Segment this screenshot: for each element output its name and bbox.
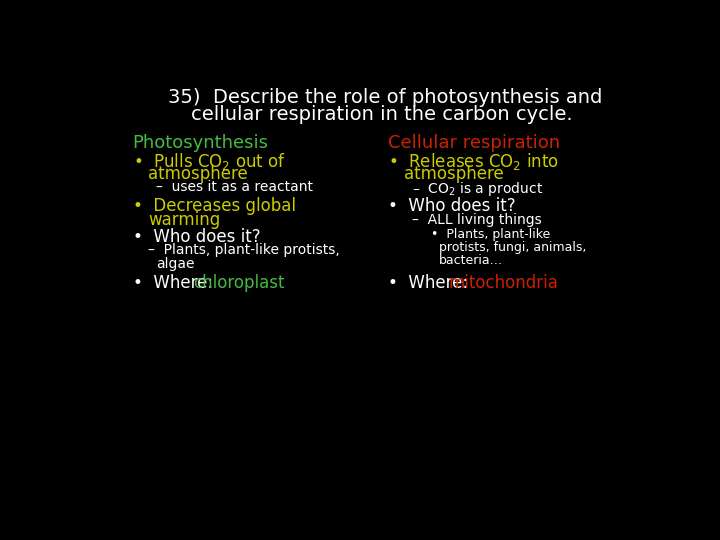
Text: algae: algae [156,256,194,271]
Text: •  Decreases global: • Decreases global [132,197,296,215]
Text: protists, fungi, animals,: protists, fungi, animals, [438,241,586,254]
Text: 35)  Describe the role of photosynthesis and: 35) Describe the role of photosynthesis … [168,88,602,107]
Text: bacteria…: bacteria… [438,254,503,267]
Text: mitochondria: mitochondria [449,274,559,292]
Text: atmosphere: atmosphere [148,165,248,183]
Text: •  Releases CO$_2$ into: • Releases CO$_2$ into [388,151,559,172]
Text: –  Plants, plant-like protists,: – Plants, plant-like protists, [148,244,340,258]
Text: –  uses it as a reactant: – uses it as a reactant [156,180,313,194]
Text: •  Who does it?: • Who does it? [132,228,260,246]
Text: Cellular respiration: Cellular respiration [388,134,560,152]
Text: –  ALL living things: – ALL living things [412,213,541,227]
Text: •  Plants, plant-like: • Plants, plant-like [431,228,550,241]
Text: chloroplast: chloroplast [193,274,284,292]
Text: cellular respiration in the carbon cycle.: cellular respiration in the carbon cycle… [191,105,572,124]
Text: •  Who does it?: • Who does it? [388,197,516,215]
Text: atmosphere: atmosphere [404,165,503,183]
Text: •  Where:: • Where: [388,274,474,292]
Text: •  Where:: • Where: [132,274,218,292]
Text: Photosynthesis: Photosynthesis [132,134,269,152]
Text: •  Pulls CO$_2$ out of: • Pulls CO$_2$ out of [132,151,286,172]
Text: warming: warming [148,211,220,229]
Text: –  CO$_2$ is a product: – CO$_2$ is a product [412,180,543,198]
